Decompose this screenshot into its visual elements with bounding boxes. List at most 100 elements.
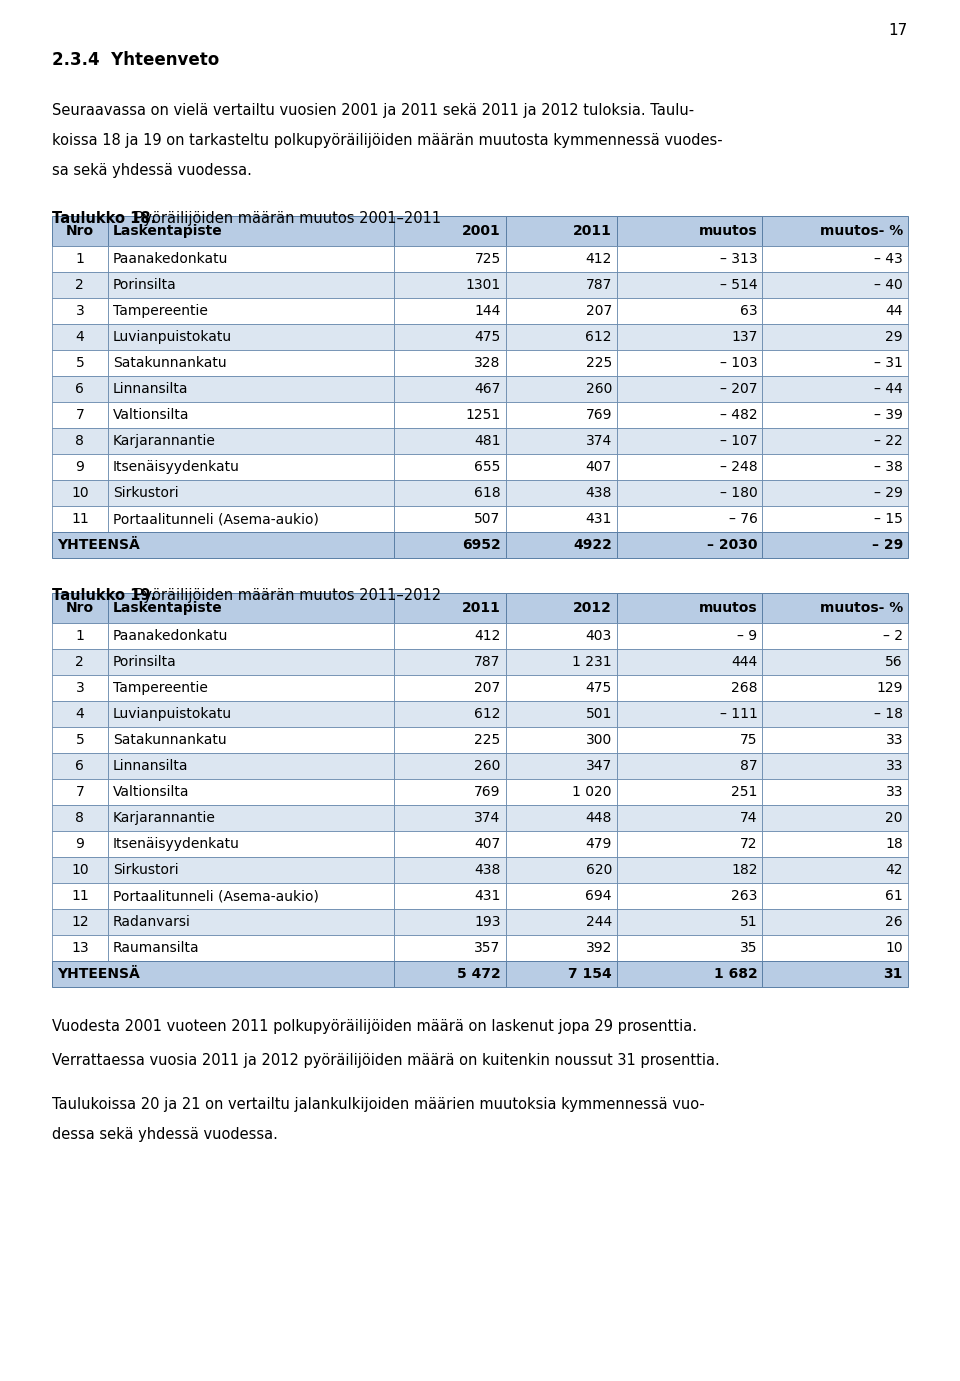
- Bar: [617, 753, 762, 779]
- Bar: [108, 753, 395, 779]
- Bar: [52, 505, 108, 532]
- Text: Seuraavassa on vielä vertailtu vuosien 2001 ja 2011 sekä 2011 ja 2012 tuloksia. : Seuraavassa on vielä vertailtu vuosien 2…: [52, 104, 694, 117]
- Text: – 44: – 44: [875, 383, 903, 396]
- Text: 7 154: 7 154: [568, 967, 612, 981]
- Bar: [506, 649, 617, 675]
- Text: Taulukko 18.: Taulukko 18.: [52, 211, 156, 226]
- Text: 1251: 1251: [466, 407, 501, 423]
- Text: 74: 74: [740, 811, 757, 824]
- Text: Karjarannantie: Karjarannantie: [112, 434, 215, 447]
- Text: 374: 374: [474, 811, 501, 824]
- Bar: [506, 532, 617, 558]
- Text: Portaalitunneli (Asema-aukio): Portaalitunneli (Asema-aukio): [112, 889, 319, 903]
- Bar: [395, 215, 506, 246]
- Text: Taulukko 19.: Taulukko 19.: [52, 588, 156, 603]
- Bar: [506, 325, 617, 349]
- Text: 694: 694: [586, 889, 612, 903]
- Text: 225: 225: [474, 733, 501, 747]
- Bar: [617, 858, 762, 882]
- Text: koissa 18 ja 19 on tarkasteltu polkupyöräilijöiden määrän muutosta kymmennessä v: koissa 18 ja 19 on tarkasteltu polkupyör…: [52, 133, 723, 148]
- Text: 431: 431: [474, 889, 501, 903]
- Bar: [506, 428, 617, 454]
- Text: 1 682: 1 682: [713, 967, 757, 981]
- Text: Laskentapiste: Laskentapiste: [112, 224, 223, 238]
- Text: 2011: 2011: [462, 601, 501, 615]
- Bar: [617, 481, 762, 505]
- Bar: [506, 961, 617, 987]
- Text: Pyöräilijöiden määrän muutos 2001–2011: Pyöräilijöiden määrän muutos 2001–2011: [130, 211, 442, 226]
- Bar: [108, 909, 395, 935]
- Text: – 248: – 248: [720, 460, 757, 474]
- Text: 4922: 4922: [573, 539, 612, 552]
- Text: 392: 392: [586, 940, 612, 956]
- Bar: [762, 649, 908, 675]
- Text: – 313: – 313: [720, 251, 757, 267]
- Bar: [52, 349, 108, 376]
- Bar: [395, 831, 506, 858]
- Text: 63: 63: [740, 304, 757, 318]
- Bar: [108, 779, 395, 805]
- Text: 1: 1: [76, 251, 84, 267]
- Text: Paanakedonkatu: Paanakedonkatu: [112, 251, 228, 267]
- Text: 787: 787: [586, 278, 612, 291]
- Bar: [617, 702, 762, 726]
- Bar: [762, 428, 908, 454]
- Text: Itsenäisyydenkatu: Itsenäisyydenkatu: [112, 460, 239, 474]
- Bar: [506, 592, 617, 623]
- Bar: [506, 349, 617, 376]
- Text: 412: 412: [586, 251, 612, 267]
- Text: 2.3.4  Yhteenveto: 2.3.4 Yhteenveto: [52, 51, 219, 69]
- Text: Porinsilta: Porinsilta: [112, 655, 177, 668]
- Bar: [506, 882, 617, 909]
- Text: Radanvarsi: Radanvarsi: [112, 916, 190, 929]
- Text: 507: 507: [474, 512, 501, 526]
- Text: 431: 431: [586, 512, 612, 526]
- Text: 31: 31: [883, 967, 903, 981]
- Bar: [108, 702, 395, 726]
- Text: – 39: – 39: [875, 407, 903, 423]
- Bar: [617, 215, 762, 246]
- Bar: [108, 298, 395, 325]
- Text: Nro: Nro: [65, 601, 94, 615]
- Text: 4: 4: [76, 330, 84, 344]
- Text: 655: 655: [474, 460, 501, 474]
- Bar: [52, 532, 395, 558]
- Text: 438: 438: [474, 863, 501, 877]
- Text: – 111: – 111: [720, 707, 757, 721]
- Bar: [762, 858, 908, 882]
- Text: 225: 225: [586, 356, 612, 370]
- Text: 620: 620: [586, 863, 612, 877]
- Bar: [395, 532, 506, 558]
- Bar: [506, 675, 617, 702]
- Text: 9: 9: [76, 837, 84, 851]
- Bar: [617, 726, 762, 753]
- Bar: [617, 592, 762, 623]
- Text: 8: 8: [76, 434, 84, 447]
- Bar: [108, 675, 395, 702]
- Bar: [506, 623, 617, 649]
- Bar: [762, 454, 908, 481]
- Text: 407: 407: [474, 837, 501, 851]
- Bar: [617, 325, 762, 349]
- Text: 1301: 1301: [466, 278, 501, 291]
- Text: Linnansilta: Linnansilta: [112, 760, 188, 773]
- Text: 403: 403: [586, 628, 612, 644]
- Text: Porinsilta: Porinsilta: [112, 278, 177, 291]
- Bar: [52, 376, 108, 402]
- Text: Valtionsilta: Valtionsilta: [112, 784, 189, 800]
- Text: 144: 144: [474, 304, 501, 318]
- Text: 328: 328: [474, 356, 501, 370]
- Text: – 18: – 18: [874, 707, 903, 721]
- Bar: [52, 402, 108, 428]
- Text: 444: 444: [732, 655, 757, 668]
- Bar: [395, 675, 506, 702]
- Text: – 76: – 76: [729, 512, 757, 526]
- Text: Taulukoissa 20 ja 21 on vertailtu jalankulkijoiden määrien muutoksia kymmennessä: Taulukoissa 20 ja 21 on vertailtu jalank…: [52, 1097, 705, 1112]
- Bar: [506, 753, 617, 779]
- Bar: [108, 592, 395, 623]
- Text: Luvianpuistokatu: Luvianpuistokatu: [112, 330, 231, 344]
- Bar: [506, 831, 617, 858]
- Bar: [108, 215, 395, 246]
- Text: 33: 33: [885, 733, 903, 747]
- Text: 9: 9: [76, 460, 84, 474]
